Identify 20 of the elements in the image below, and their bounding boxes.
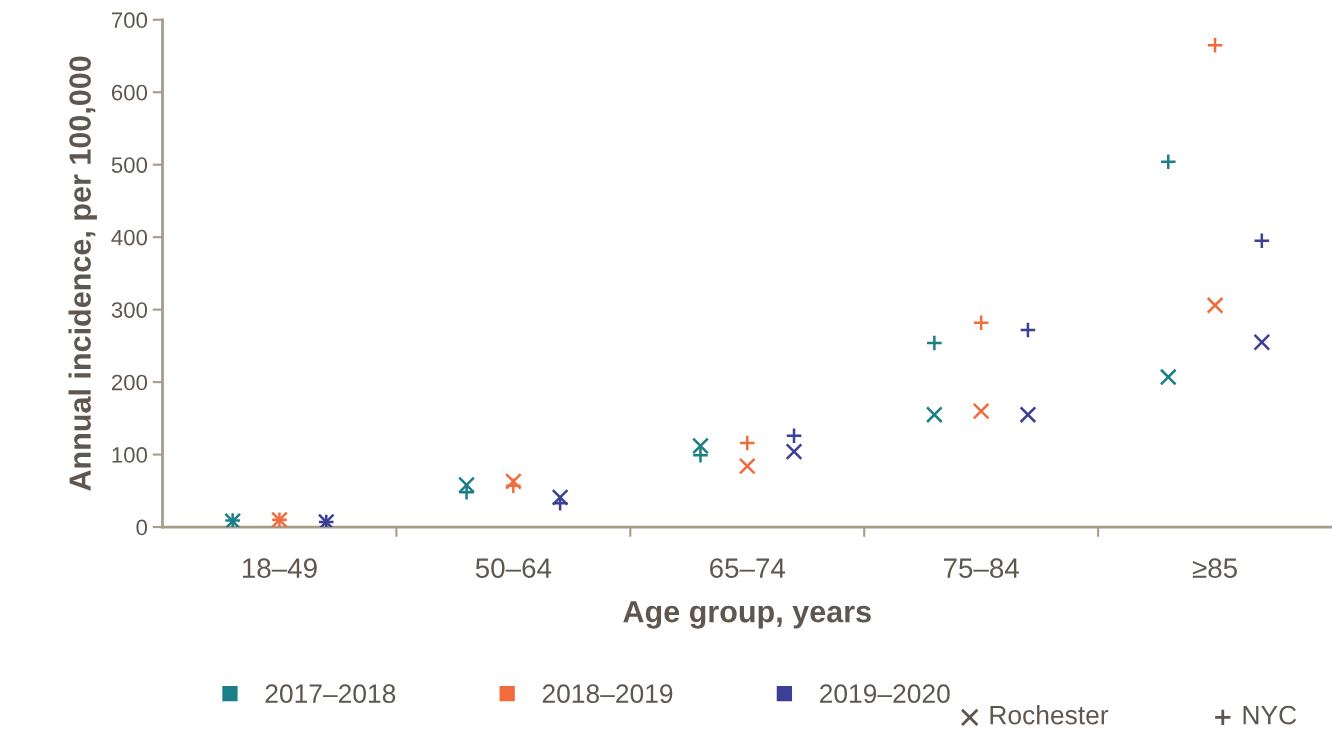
x-tick-label: 65–74 — [710, 558, 786, 578]
y-tick-label: 300 — [111, 302, 148, 318]
text: NYC — [1243, 705, 1297, 725]
y-tick-label: 600 — [111, 84, 148, 101]
y-tick-label: 500 — [111, 157, 148, 173]
y-tick-label: 400 — [111, 229, 148, 246]
legend-label: 2017–2018 — [265, 684, 396, 704]
x-axis-title: Age group, years — [623, 601, 871, 629]
y-tick-label: 0 — [136, 519, 148, 536]
y-tick-label: 700 — [111, 12, 148, 29]
y-tick-label: 100 — [112, 447, 148, 463]
x-tick-label: 18–49 — [242, 558, 317, 578]
legend-label: 2018–2019 — [542, 684, 673, 704]
y-axis-title: Annual incidence, per 100,000 — [68, 56, 97, 491]
text: Rochester — [990, 705, 1109, 725]
x-tick-label: 75–84 — [943, 558, 1019, 578]
y-tick-label: 200 — [111, 374, 148, 391]
legend-label: 2019–2020 — [820, 684, 950, 704]
x-tick-label: ≥85 — [1192, 558, 1237, 578]
x-tick-label: 50–64 — [475, 558, 552, 578]
